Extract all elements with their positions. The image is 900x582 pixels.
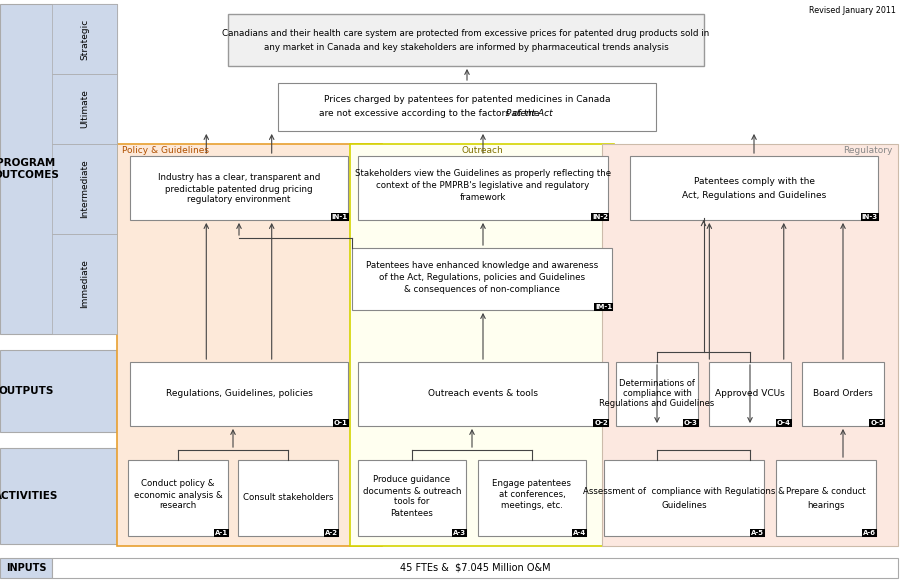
Bar <box>130 156 348 220</box>
Bar <box>0 448 117 544</box>
Text: A-6: A-6 <box>863 530 876 536</box>
Text: INPUTS: INPUTS <box>5 563 46 573</box>
Text: at conferences,: at conferences, <box>499 491 565 499</box>
Text: IN-1: IN-1 <box>332 214 348 220</box>
Bar <box>0 558 52 578</box>
Text: Outreach: Outreach <box>461 146 503 155</box>
Bar <box>0 350 117 432</box>
Text: context of the PMPRB's legislative and regulatory: context of the PMPRB's legislative and r… <box>376 182 590 190</box>
Bar <box>478 460 586 536</box>
Text: & consequences of non-compliance: & consequences of non-compliance <box>404 286 560 294</box>
Text: Stakeholders view the Guidelines as properly reflecting the: Stakeholders view the Guidelines as prop… <box>355 169 611 179</box>
Text: IN-3: IN-3 <box>862 214 878 220</box>
Bar <box>350 144 614 546</box>
Text: are not excessive according to the factors of the: are not excessive according to the facto… <box>319 109 539 119</box>
Text: Revised January 2011: Revised January 2011 <box>809 6 896 15</box>
Text: regulatory environment: regulatory environment <box>187 196 291 204</box>
Bar <box>802 362 884 426</box>
Text: framework: framework <box>460 193 506 203</box>
Text: A-1: A-1 <box>215 530 228 536</box>
Bar <box>278 83 656 131</box>
Text: 45 FTEs &  $7.045 Million O&M: 45 FTEs & $7.045 Million O&M <box>400 563 550 573</box>
Text: Regulatory: Regulatory <box>843 146 893 155</box>
Text: Policy & Guidelines: Policy & Guidelines <box>122 146 209 155</box>
Text: IN-2: IN-2 <box>592 214 608 220</box>
Text: O-2: O-2 <box>594 420 608 426</box>
Text: Determinations of: Determinations of <box>619 379 695 389</box>
Bar <box>604 460 764 536</box>
Text: Canadians and their health care system are protected from excessive prices for p: Canadians and their health care system a… <box>222 29 709 37</box>
Text: economic analysis &: economic analysis & <box>134 491 222 499</box>
Text: A-5: A-5 <box>751 530 764 536</box>
Bar <box>117 144 382 546</box>
Bar <box>358 460 466 536</box>
Bar <box>52 234 117 334</box>
Bar <box>352 248 612 310</box>
Text: any market in Canada and key stakeholders are informed by pharmaceutical trends : any market in Canada and key stakeholder… <box>264 42 669 51</box>
Text: A-4: A-4 <box>572 530 586 536</box>
Text: Patent Act: Patent Act <box>506 109 553 119</box>
Text: O-3: O-3 <box>684 420 698 426</box>
Text: Guidelines: Guidelines <box>662 501 706 509</box>
Bar <box>52 74 117 144</box>
Text: Intermediate: Intermediate <box>80 159 89 218</box>
Bar <box>128 460 228 536</box>
Text: O-1: O-1 <box>334 420 348 426</box>
Bar <box>616 362 698 426</box>
Text: Prices charged by patentees for patented medicines in Canada: Prices charged by patentees for patented… <box>324 94 610 104</box>
Text: Patentees: Patentees <box>391 509 434 517</box>
Text: Regulations, Guidelines, policies: Regulations, Guidelines, policies <box>166 389 312 399</box>
Text: A-3: A-3 <box>453 530 466 536</box>
Text: of the Act, Regulations, policies and Guidelines: of the Act, Regulations, policies and Gu… <box>379 274 585 282</box>
Text: documents & outreach: documents & outreach <box>363 487 461 495</box>
Text: Immediate: Immediate <box>80 260 89 308</box>
Text: research: research <box>159 502 196 510</box>
Text: Act, Regulations and Guidelines: Act, Regulations and Guidelines <box>682 190 826 200</box>
Text: hearings: hearings <box>807 501 845 509</box>
Bar <box>709 362 791 426</box>
Bar <box>358 156 608 220</box>
Bar <box>228 14 704 66</box>
Bar <box>130 362 348 426</box>
Bar <box>0 4 117 334</box>
Text: Approved VCUs: Approved VCUs <box>716 389 785 399</box>
Text: meetings, etc.: meetings, etc. <box>501 502 562 510</box>
Text: Outreach events & tools: Outreach events & tools <box>428 389 538 399</box>
Text: tools for: tools for <box>394 498 429 506</box>
Text: A-2: A-2 <box>325 530 338 536</box>
Text: Patentees comply with the: Patentees comply with the <box>694 176 814 186</box>
Text: Prepare & conduct: Prepare & conduct <box>786 487 866 495</box>
Bar <box>602 144 898 546</box>
Bar <box>52 4 117 74</box>
Text: Regulations and Guidelines: Regulations and Guidelines <box>599 399 715 409</box>
Text: OUTPUTS: OUTPUTS <box>0 386 54 396</box>
Text: Industry has a clear, transparent and: Industry has a clear, transparent and <box>158 173 320 183</box>
Text: Assessment of  compliance with Regulations &: Assessment of compliance with Regulation… <box>583 487 785 495</box>
Text: ACTIVITIES: ACTIVITIES <box>0 491 58 501</box>
Text: O-4: O-4 <box>777 420 791 426</box>
Text: predictable patented drug pricing: predictable patented drug pricing <box>166 184 313 193</box>
Text: Patentees have enhanced knowledge and awareness: Patentees have enhanced knowledge and aw… <box>366 261 598 271</box>
Text: Consult stakeholders: Consult stakeholders <box>243 494 333 502</box>
Bar <box>52 558 898 578</box>
Text: compliance with: compliance with <box>623 389 691 399</box>
Text: Ultimate: Ultimate <box>80 90 89 129</box>
Bar <box>238 460 338 536</box>
Bar <box>630 156 878 220</box>
Bar <box>52 144 117 234</box>
Text: Board Orders: Board Orders <box>813 389 873 399</box>
Text: Conduct policy &: Conduct policy & <box>141 480 215 488</box>
Text: PROGRAM
OUTCOMES: PROGRAM OUTCOMES <box>0 158 58 180</box>
Text: Strategic: Strategic <box>80 19 89 59</box>
Bar <box>776 460 876 536</box>
Text: IM-1: IM-1 <box>595 304 612 310</box>
Bar <box>358 362 608 426</box>
Text: Produce guidance: Produce guidance <box>374 475 451 484</box>
Text: Engage patentees: Engage patentees <box>492 480 572 488</box>
Text: O-5: O-5 <box>870 420 884 426</box>
